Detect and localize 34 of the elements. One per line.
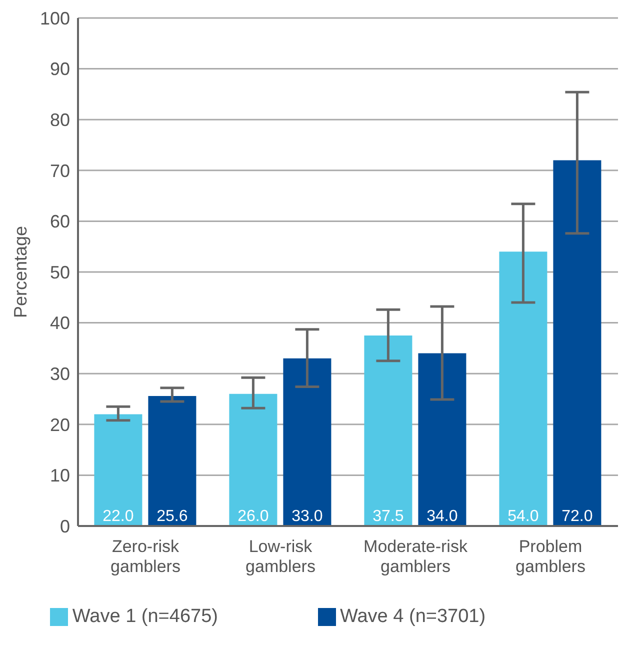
data-label: 26.0 — [238, 508, 269, 525]
x-tick-label: Low-risk gamblers — [246, 537, 316, 576]
y-tick-label: 0 — [60, 516, 70, 536]
bar — [499, 252, 548, 526]
data-label: 34.0 — [426, 508, 458, 525]
legend-label: Wave 1 (n=4675) — [72, 606, 218, 627]
bar — [94, 414, 142, 526]
data-label: 25.6 — [156, 508, 188, 525]
y-tick-label: 70 — [50, 160, 70, 181]
y-tick-label: 80 — [50, 110, 70, 130]
data-label: 22.0 — [102, 508, 134, 525]
y-tick-label: 10 — [50, 466, 70, 486]
bar — [148, 396, 196, 526]
y-tick-label: 60 — [50, 212, 70, 232]
x-tick-label: Zero-risk gamblers — [110, 537, 180, 576]
y-tick-label: 90 — [50, 59, 70, 80]
bar — [553, 160, 602, 526]
y-tick-label: 40 — [50, 313, 70, 334]
y-tick-label: 20 — [50, 414, 70, 435]
x-tick-label: Moderate-risk gamblers — [364, 537, 468, 576]
y-axis-title: Percentage — [10, 226, 30, 318]
bar — [364, 336, 412, 526]
data-label: 37.5 — [372, 508, 404, 525]
data-label: 72.0 — [562, 508, 593, 525]
legend-label: Wave 4 (n=3701) — [340, 606, 486, 627]
y-tick-label: 50 — [50, 262, 70, 282]
x-tick-label: Problem gamblers — [516, 537, 586, 576]
y-tick-label: 100 — [40, 8, 70, 28]
bar — [283, 358, 332, 526]
bar — [229, 394, 278, 526]
bar — [418, 353, 466, 526]
y-tick-label: 30 — [50, 364, 70, 384]
data-label: 54.0 — [508, 508, 539, 525]
data-label: 33.0 — [292, 508, 323, 525]
